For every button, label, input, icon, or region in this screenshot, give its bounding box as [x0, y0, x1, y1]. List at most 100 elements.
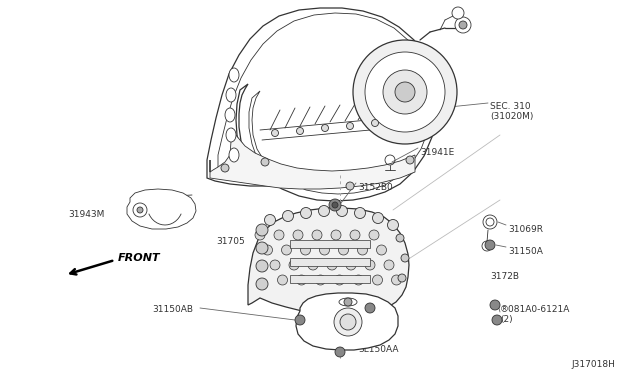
Circle shape	[270, 260, 280, 270]
Ellipse shape	[339, 298, 357, 306]
Circle shape	[296, 275, 307, 285]
Text: SEC. 310
(31020M): SEC. 310 (31020M)	[490, 102, 533, 121]
Circle shape	[455, 17, 471, 33]
Circle shape	[365, 260, 375, 270]
Circle shape	[274, 230, 284, 240]
Circle shape	[365, 52, 445, 132]
Circle shape	[334, 308, 362, 336]
Circle shape	[376, 245, 387, 255]
Circle shape	[271, 129, 278, 137]
Text: 31943M: 31943M	[68, 210, 104, 219]
Ellipse shape	[225, 108, 235, 122]
Circle shape	[301, 208, 312, 218]
Circle shape	[371, 119, 378, 126]
Circle shape	[396, 234, 404, 242]
Circle shape	[353, 275, 364, 285]
Circle shape	[358, 245, 367, 255]
Circle shape	[395, 82, 415, 102]
Circle shape	[401, 254, 409, 262]
Circle shape	[383, 70, 427, 114]
Text: 31150AB: 31150AB	[152, 305, 193, 314]
Circle shape	[486, 218, 494, 226]
Circle shape	[346, 122, 353, 129]
Circle shape	[335, 347, 345, 357]
Circle shape	[312, 230, 322, 240]
Circle shape	[353, 40, 457, 144]
Circle shape	[282, 211, 294, 221]
Circle shape	[332, 202, 338, 208]
Text: ®081A0-6121A
(2): ®081A0-6121A (2)	[500, 305, 570, 324]
Circle shape	[459, 21, 467, 29]
Circle shape	[295, 315, 305, 325]
Circle shape	[369, 230, 379, 240]
Polygon shape	[248, 208, 409, 315]
Ellipse shape	[229, 148, 239, 162]
Circle shape	[289, 260, 299, 270]
Circle shape	[262, 245, 273, 255]
Text: J317018H: J317018H	[571, 360, 615, 369]
Circle shape	[384, 260, 394, 270]
Text: 3L150AA: 3L150AA	[358, 345, 399, 354]
Text: 31941E: 31941E	[420, 148, 454, 157]
Circle shape	[133, 203, 147, 217]
Circle shape	[392, 275, 401, 285]
Text: 31705: 31705	[216, 237, 244, 246]
Text: 31940: 31940	[377, 272, 406, 281]
Polygon shape	[210, 128, 415, 189]
Circle shape	[485, 240, 495, 250]
Circle shape	[482, 241, 492, 251]
Ellipse shape	[226, 128, 236, 142]
Circle shape	[321, 125, 328, 131]
Circle shape	[452, 7, 464, 19]
Circle shape	[372, 212, 383, 224]
Circle shape	[335, 275, 344, 285]
Circle shape	[492, 315, 502, 325]
Circle shape	[346, 182, 354, 190]
Text: 31150A: 31150A	[508, 247, 543, 256]
Circle shape	[327, 260, 337, 270]
Circle shape	[483, 215, 497, 229]
Circle shape	[261, 158, 269, 166]
Circle shape	[319, 205, 330, 217]
Circle shape	[296, 128, 303, 135]
Polygon shape	[296, 293, 398, 350]
Circle shape	[256, 260, 268, 272]
Circle shape	[316, 275, 326, 285]
Circle shape	[387, 219, 399, 231]
Circle shape	[256, 224, 268, 236]
Text: 3152B0: 3152B0	[358, 183, 393, 192]
Circle shape	[255, 230, 265, 240]
Circle shape	[398, 274, 406, 282]
Polygon shape	[207, 8, 436, 201]
Circle shape	[355, 208, 365, 218]
Circle shape	[406, 156, 414, 164]
Ellipse shape	[226, 88, 236, 102]
Circle shape	[221, 164, 229, 172]
Circle shape	[490, 300, 500, 310]
Polygon shape	[127, 189, 196, 229]
Ellipse shape	[229, 68, 239, 82]
Circle shape	[137, 207, 143, 213]
Bar	[290, 275, 370, 283]
Text: 3172B: 3172B	[490, 272, 519, 281]
Text: 31069R: 31069R	[508, 225, 543, 234]
Circle shape	[365, 303, 375, 313]
Circle shape	[331, 230, 341, 240]
Circle shape	[301, 245, 310, 255]
Text: FRONT: FRONT	[118, 253, 161, 263]
Circle shape	[344, 298, 352, 306]
Circle shape	[256, 242, 268, 254]
Bar	[290, 258, 370, 266]
Circle shape	[337, 205, 348, 217]
Circle shape	[339, 245, 349, 255]
Circle shape	[329, 199, 341, 211]
Circle shape	[264, 215, 275, 225]
Circle shape	[372, 275, 383, 285]
Circle shape	[282, 245, 291, 255]
Circle shape	[278, 275, 287, 285]
Circle shape	[256, 278, 268, 290]
Circle shape	[308, 260, 318, 270]
Circle shape	[350, 230, 360, 240]
Bar	[290, 240, 370, 248]
Circle shape	[340, 314, 356, 330]
